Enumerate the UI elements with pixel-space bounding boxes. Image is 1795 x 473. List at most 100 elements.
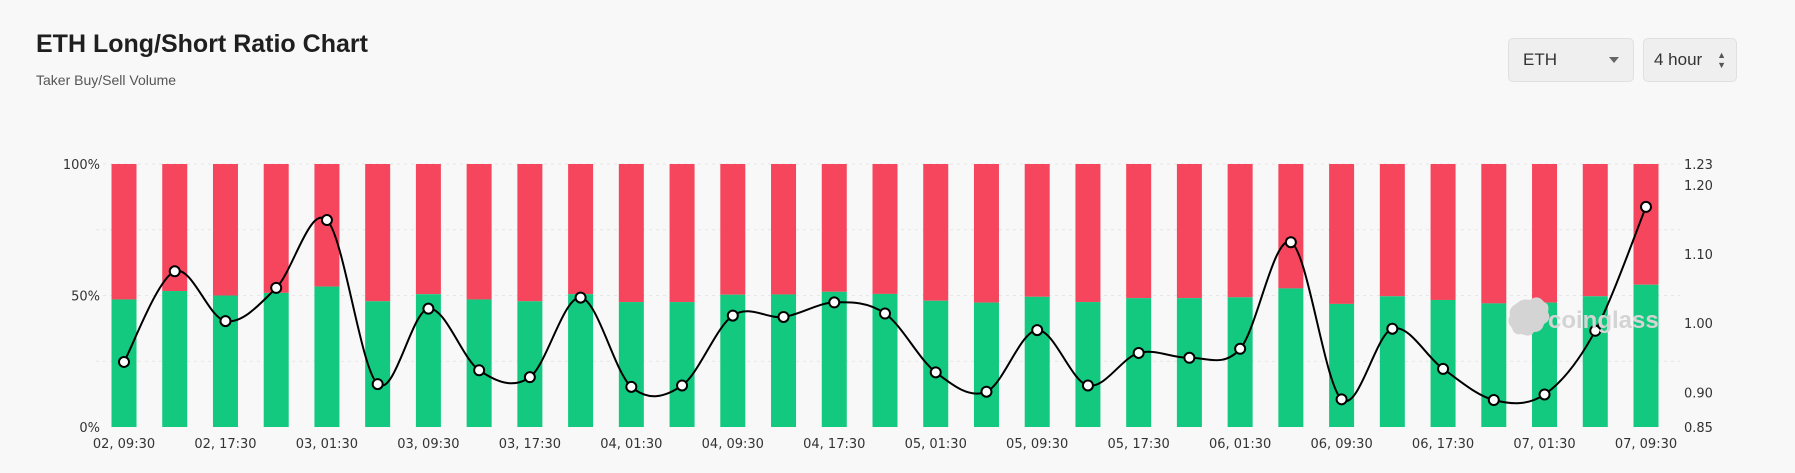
- ratio-point: [1183, 351, 1196, 364]
- page-title: ETH Long/Short Ratio Chart: [36, 30, 368, 58]
- buy-bar: [568, 294, 594, 427]
- sell-bar: [1379, 164, 1405, 297]
- ratio-point: [219, 315, 232, 328]
- buy-bar: [973, 302, 999, 427]
- ratio-point: [1386, 322, 1399, 335]
- y-left-tick-label: 100%: [63, 158, 100, 173]
- ratio-point: [1589, 324, 1602, 337]
- x-tick-label: 03, 01:30: [296, 437, 358, 452]
- sell-bar: [1227, 164, 1253, 298]
- y-left-tick-label: 50%: [71, 290, 100, 305]
- x-tick-label: 02, 09:30: [93, 437, 155, 452]
- ratio-point: [1234, 342, 1247, 355]
- sell-bar: [415, 164, 441, 295]
- symbol-select-value: ETH: [1523, 50, 1557, 69]
- sell-bar: [1176, 164, 1202, 299]
- buy-bar: [1278, 288, 1304, 427]
- ratio-point: [1437, 362, 1450, 375]
- buy-bar: [821, 291, 847, 427]
- buy-bar: [314, 286, 340, 427]
- sell-bar: [1481, 164, 1507, 304]
- buy-bar: [1075, 302, 1101, 427]
- symbol-select[interactable]: ETH: [1508, 38, 1634, 82]
- x-tick-label: 06, 09:30: [1310, 437, 1372, 452]
- sell-bar: [1024, 164, 1050, 297]
- x-tick-label: 05, 01:30: [905, 437, 967, 452]
- ratio-point: [473, 364, 486, 377]
- ratio-point: [574, 291, 587, 304]
- sell-bar: [1329, 164, 1355, 304]
- interval-select-value: 4 hour: [1654, 50, 1703, 69]
- ratio-point: [676, 379, 689, 392]
- buy-bar: [1227, 297, 1253, 427]
- buy-bar: [618, 302, 644, 427]
- buy-bar: [669, 302, 695, 427]
- ratio-point: [726, 309, 739, 322]
- buy-bar: [1024, 296, 1050, 427]
- sell-bar: [1126, 164, 1152, 299]
- sell-bar: [466, 164, 492, 300]
- x-tick-label: 03, 17:30: [499, 437, 561, 452]
- ratio-point: [523, 371, 536, 384]
- interval-select[interactable]: 4 hour ▲ ▼: [1643, 38, 1737, 82]
- ratio-point: [929, 366, 942, 379]
- ratio-point: [625, 380, 638, 393]
- sell-bar: [720, 164, 746, 295]
- ratio-point: [777, 310, 790, 323]
- sell-bar: [872, 164, 898, 294]
- sell-bar: [923, 164, 949, 301]
- ratio-point: [879, 307, 891, 320]
- sell-bar: [365, 164, 391, 302]
- buy-bar: [1329, 303, 1355, 427]
- buy-bar: [1481, 303, 1507, 427]
- y-left-tick-label: 0%: [79, 421, 100, 436]
- x-tick-label: 04, 09:30: [702, 437, 764, 452]
- y-right-tick-label: 1.23: [1684, 158, 1713, 173]
- x-tick-label: 04, 17:30: [803, 437, 865, 452]
- sell-bar: [568, 164, 594, 295]
- x-tick-label: 03, 09:30: [397, 437, 459, 452]
- watermark-text: coinglass: [1548, 307, 1659, 334]
- sell-bar: [111, 164, 137, 300]
- buy-bar: [466, 299, 492, 427]
- coinglass-watermark: coinglass: [1508, 297, 1659, 336]
- y-right-tick-label: 1.00: [1684, 317, 1713, 332]
- buy-bar: [365, 301, 391, 427]
- buy-bar: [162, 291, 188, 427]
- ratio-point: [1538, 388, 1551, 401]
- chevron-down-icon: [1609, 57, 1619, 63]
- ratio-point: [1031, 324, 1044, 337]
- x-tick-label: 05, 09:30: [1006, 437, 1068, 452]
- ratio-point: [422, 302, 435, 315]
- x-tick-label: 07, 01:30: [1513, 437, 1575, 452]
- sell-bar: [973, 164, 999, 303]
- sell-bar: [1633, 164, 1659, 285]
- x-tick-label: 06, 01:30: [1209, 437, 1271, 452]
- sell-bar: [1075, 164, 1101, 303]
- sell-bar: [669, 164, 695, 303]
- ratio-point: [1335, 393, 1348, 406]
- ratio-point: [1284, 236, 1297, 249]
- ratio-point: [270, 281, 283, 294]
- x-tick-label: 05, 17:30: [1108, 437, 1170, 452]
- x-tick-label: 02, 17:30: [194, 437, 256, 452]
- buy-bar: [1582, 296, 1608, 427]
- ratio-point: [980, 385, 993, 398]
- sell-bar: [1430, 164, 1456, 300]
- ratio-point: [118, 355, 130, 368]
- ratio-point: [1487, 394, 1500, 407]
- sell-bar: [821, 164, 847, 292]
- ratio-point: [168, 265, 181, 278]
- sell-bar: [212, 164, 238, 296]
- up-down-arrows-icon: ▲ ▼: [1717, 50, 1726, 70]
- sell-bar: [771, 164, 797, 295]
- y-right-tick-label: 0.85: [1684, 421, 1713, 436]
- x-tick-label: 07, 09:30: [1615, 437, 1677, 452]
- sell-bar: [618, 164, 644, 303]
- y-right-tick-label: 1.10: [1684, 248, 1713, 263]
- buy-bar: [1633, 284, 1659, 427]
- buy-bar: [1379, 296, 1405, 427]
- ratio-point: [320, 214, 333, 227]
- ratio-point: [1132, 346, 1145, 359]
